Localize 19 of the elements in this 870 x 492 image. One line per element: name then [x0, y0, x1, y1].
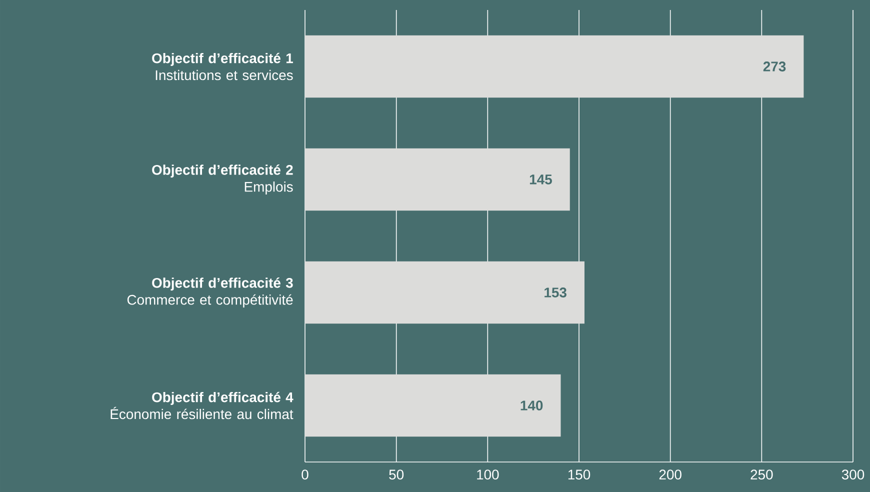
x-tick-label: 250 — [750, 470, 773, 480]
x-tick-label: 200 — [659, 470, 682, 480]
y-tick-label: Objectif d’efficacité 2 Emplois — [152, 164, 293, 195]
bar — [305, 148, 570, 211]
y-tick-label: Objectif d’efficacité 3 Commerce et compétitivité — [127, 277, 293, 308]
y-tick-label: Objectif d’efficacité 4 Économie résiliente au climat — [110, 392, 294, 420]
x-tick-label: 50 — [389, 470, 404, 480]
data-label: 153 — [544, 288, 566, 298]
data-label: 140 — [520, 400, 543, 410]
bar — [305, 374, 561, 437]
x-tick-label: 100 — [477, 470, 499, 480]
data-label: 145 — [530, 174, 552, 184]
data-label: 273 — [763, 62, 786, 72]
x-tick-label: 150 — [568, 470, 590, 480]
y-tick-label: Objectif d’efficacité 1 Institutions et services — [152, 52, 293, 80]
x-tick-label: 300 — [842, 470, 864, 480]
x-tick-label: 0 — [302, 470, 308, 480]
bar — [305, 35, 804, 98]
bar — [305, 261, 584, 324]
